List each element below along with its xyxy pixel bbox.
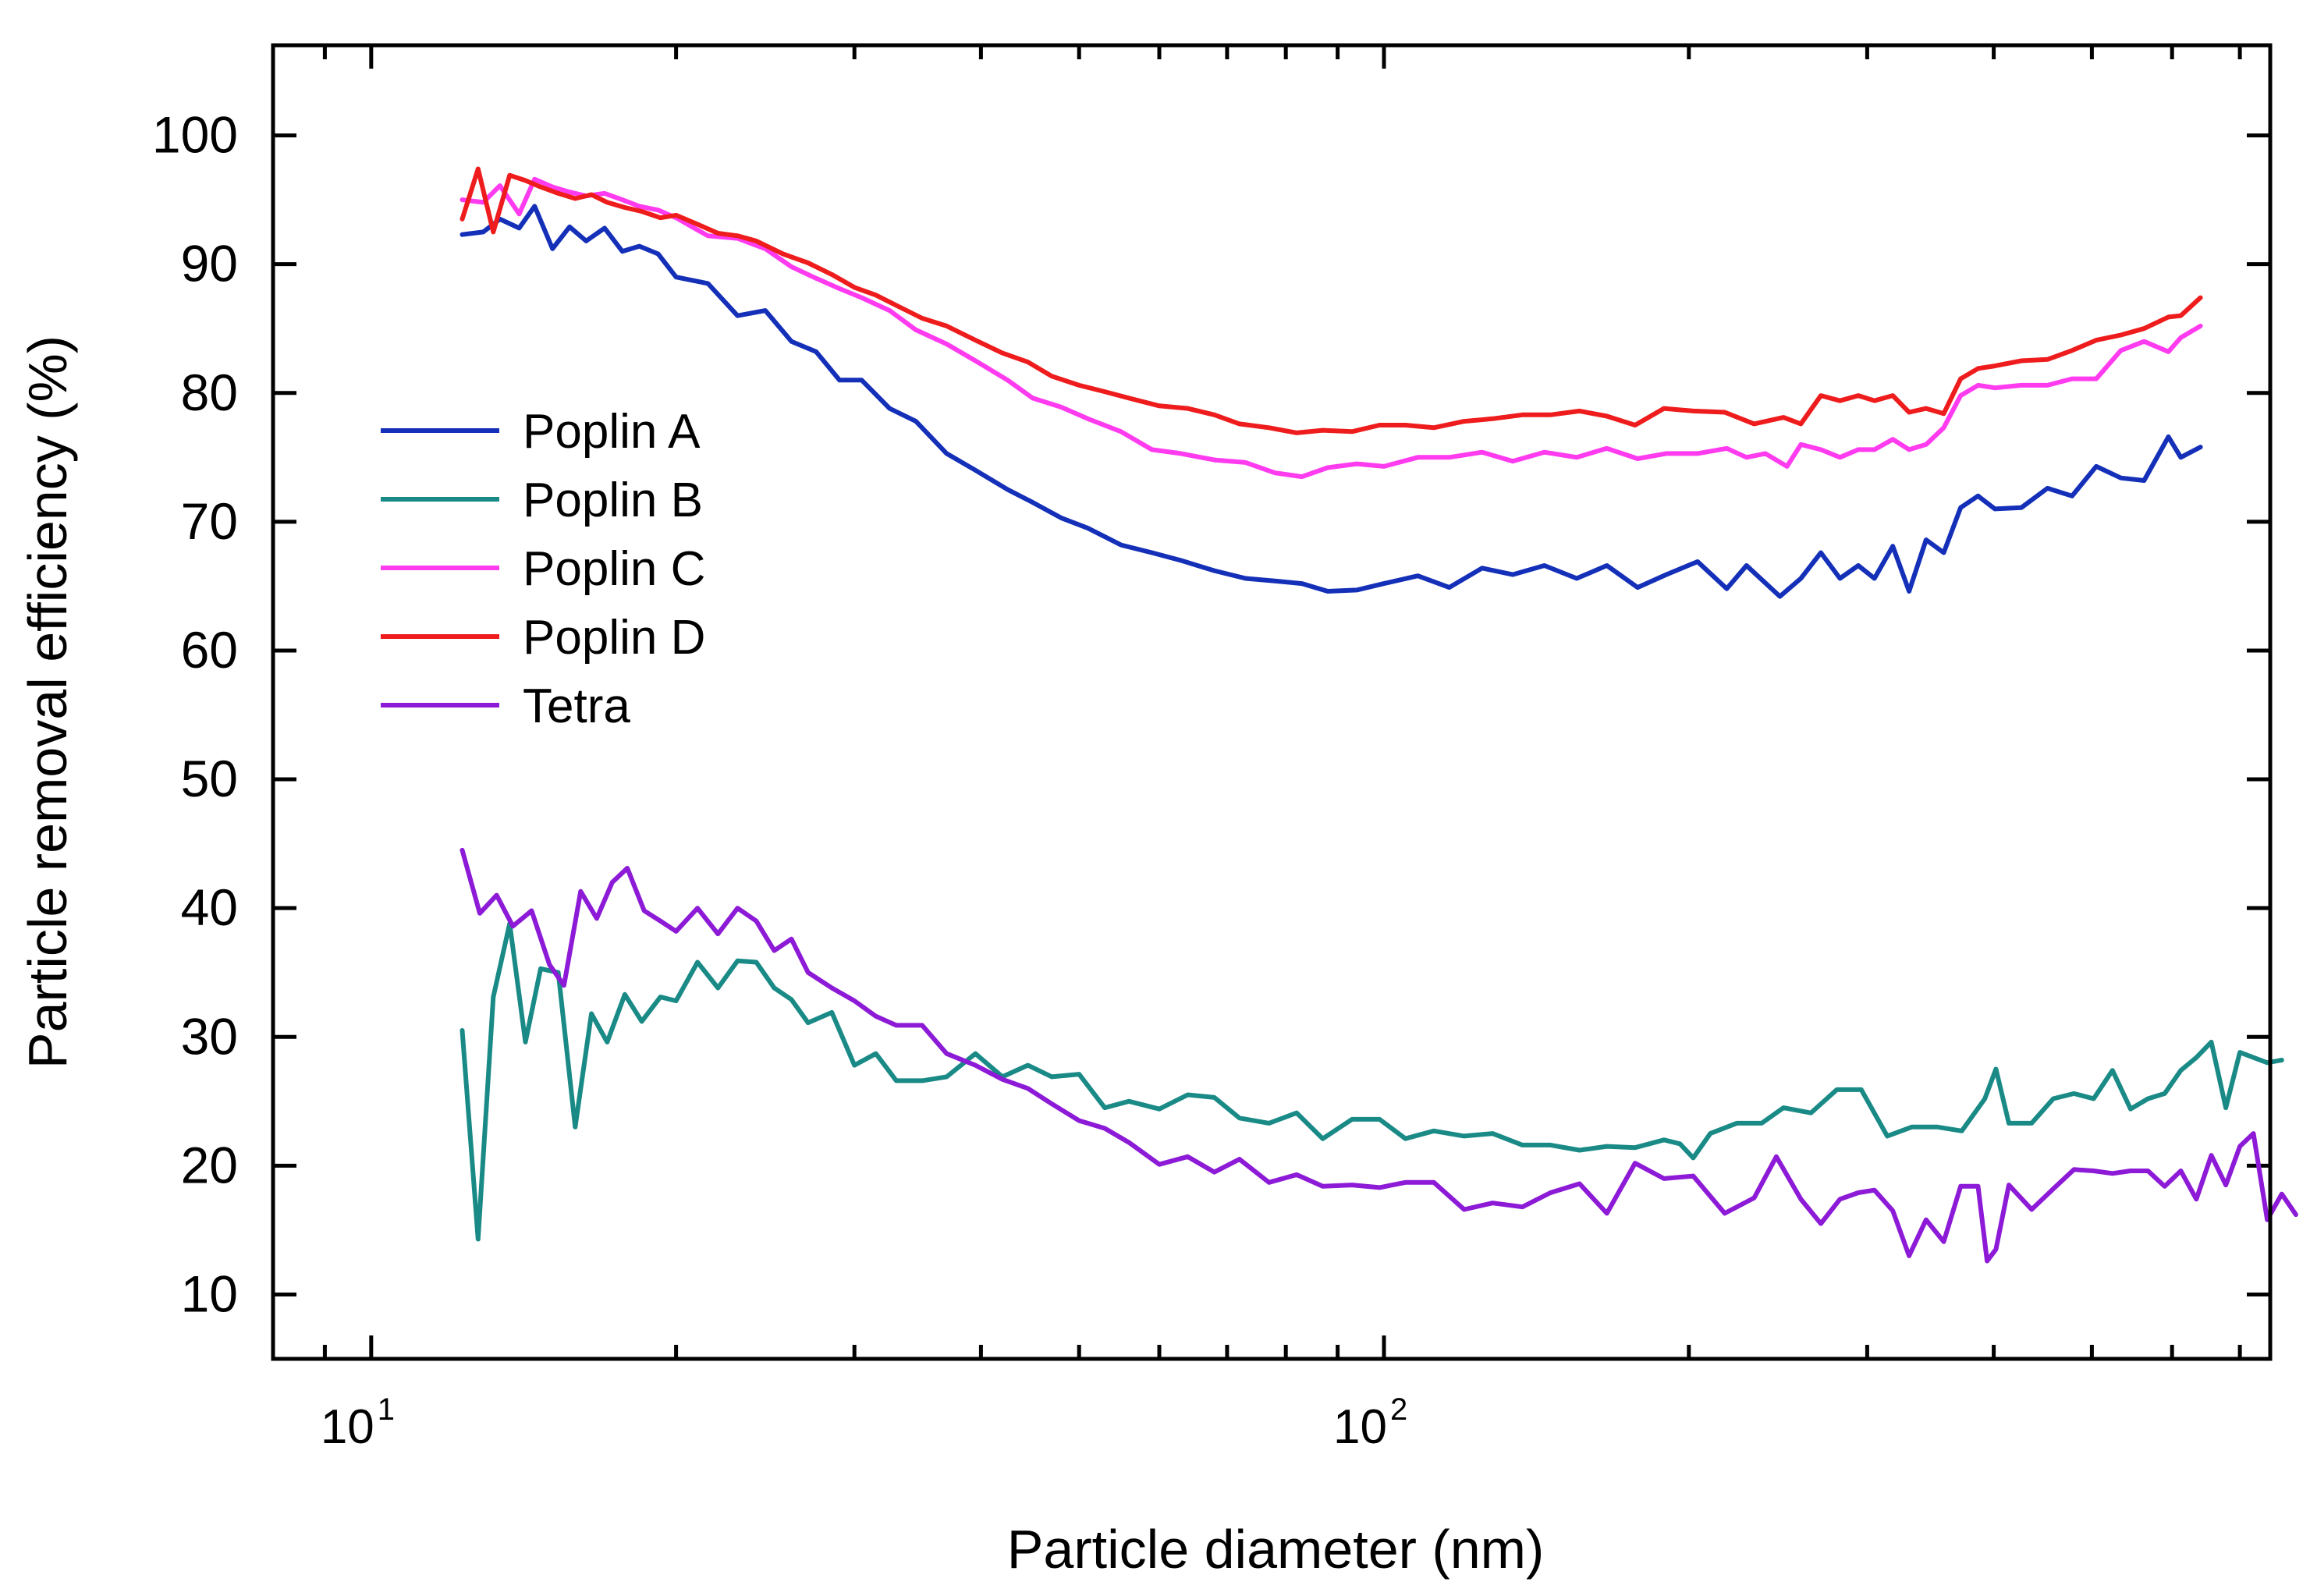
series-line-poplin-d — [460, 166, 2203, 435]
legend-item: Poplin A — [381, 405, 701, 459]
series-line-tetra — [460, 847, 2298, 1264]
x-tick-label-exponent: 2 — [1390, 1392, 1407, 1427]
legend-label: Poplin C — [523, 542, 705, 596]
y-tick-label: 100 — [152, 106, 238, 164]
legend-label: Poplin B — [523, 473, 703, 527]
legend-item: Poplin D — [381, 611, 705, 665]
legend-item: Poplin B — [381, 473, 703, 527]
y-tick-label: 70 — [181, 492, 238, 550]
x-axis: 10 1 10 2 — [271, 45, 2242, 1454]
y-tick-label: 90 — [181, 235, 238, 293]
y-tick-label: 60 — [181, 621, 238, 679]
y-axis-title: Particle removal efficiency (%) — [17, 335, 78, 1069]
series-line-poplin-a — [460, 204, 2203, 599]
x-tick-label-base: 10 — [1333, 1400, 1387, 1454]
y-tick-label: 30 — [181, 1007, 238, 1065]
legend: Poplin A Poplin B Poplin C Poplin D Tetra — [381, 405, 705, 733]
y-axis: 10 20 30 40 50 60 70 80 90 100 — [152, 106, 2270, 1322]
series-line-poplin-b — [460, 921, 2284, 1242]
legend-item: Tetra — [381, 679, 630, 733]
legend-label: Poplin D — [523, 611, 705, 665]
x-axis-title: Particle diameter (nm) — [1007, 1519, 1545, 1580]
y-tick-label: 40 — [181, 878, 238, 936]
plot-series — [460, 166, 2298, 1264]
plot-frame — [271, 43, 2273, 1361]
y-tick-label: 10 — [181, 1264, 238, 1322]
legend-label: Poplin A — [523, 405, 701, 459]
legend-label: Tetra — [523, 679, 630, 733]
x-tick-label: 10 2 — [1333, 1392, 1407, 1454]
series-line-poplin-c — [460, 176, 2203, 480]
x-tick-label-exponent: 1 — [378, 1392, 395, 1427]
y-tick-label: 80 — [181, 364, 238, 421]
x-tick-label: 10 1 — [321, 1392, 395, 1454]
legend-item: Poplin C — [381, 542, 705, 596]
x-tick-label-base: 10 — [321, 1400, 374, 1454]
y-tick-label: 50 — [181, 750, 238, 807]
y-tick-label: 20 — [181, 1136, 238, 1193]
